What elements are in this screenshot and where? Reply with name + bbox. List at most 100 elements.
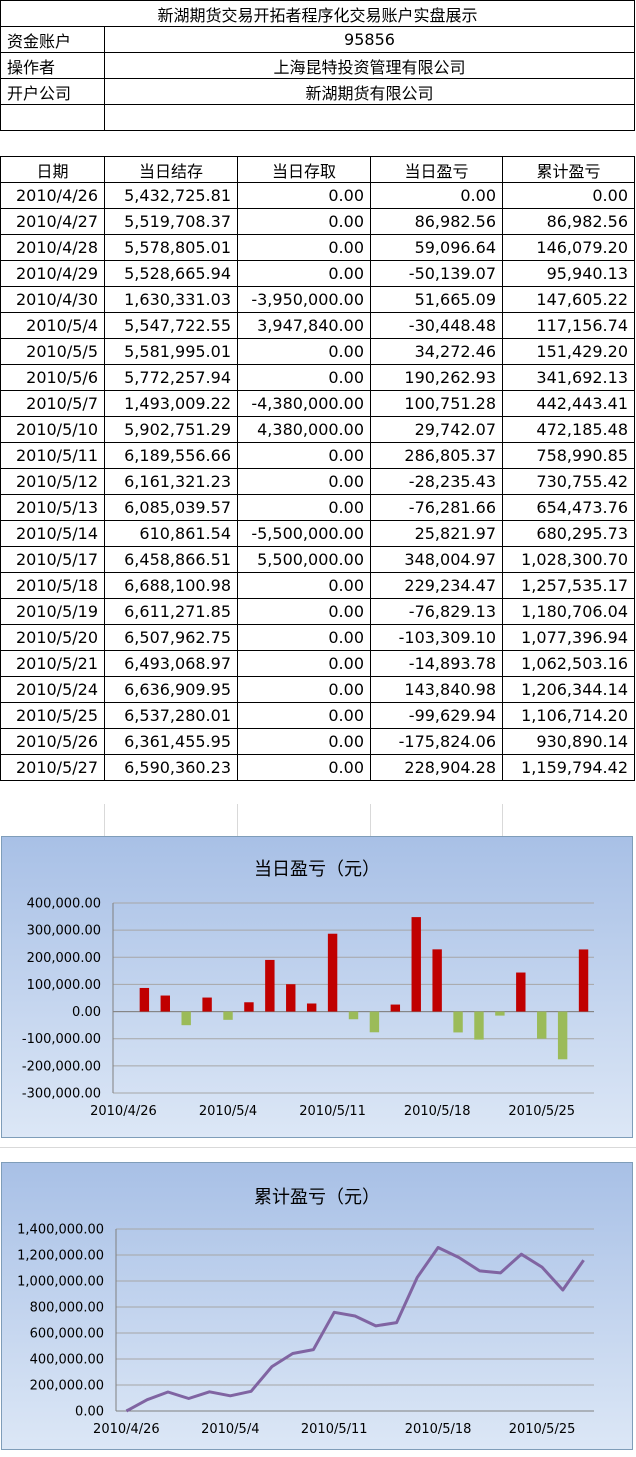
table-cell: 6,636,909.95 [104,676,238,703]
table-cell: 2010/5/5 [0,338,105,365]
table-row: 2010/5/18 6,688,100.98 0.00 229,234.47 1,257… [0,572,635,599]
y-tick-label: 100,000.00 [27,978,101,993]
table-cell: 5,528,665.94 [104,260,238,287]
table-cell: 5,578,805.01 [104,234,238,261]
table-cell: -5,500,000.00 [237,520,371,547]
column-header: 累计盈亏 [502,156,635,183]
y-tick-label: 1,200,000.00 [17,1249,104,1264]
column-header: 当日存取 [237,156,371,183]
sheet-gridline [104,804,105,836]
table-row: 2010/5/5 5,581,995.01 0.00 34,272.46 151,429… [0,338,635,365]
table-cell: 0.00 [237,728,371,755]
bar [557,1011,568,1060]
table-cell: -103,309.10 [370,624,503,651]
table-cell: 6,361,455.95 [104,728,238,755]
table-cell: 2010/4/28 [0,234,105,261]
table-cell: 1,062,503.16 [502,650,635,677]
table-cell: 51,665.09 [370,286,503,313]
table-cell: 86,982.56 [370,208,503,235]
table-cell: 2010/5/12 [0,468,105,495]
sheet-gridline [370,804,371,836]
table-cell: 95,940.13 [502,260,635,287]
table-cell: 3,947,840.00 [237,312,371,339]
x-tick-label: 2010/5/25 [509,1422,576,1437]
empty-label [0,104,105,131]
table-row: 2010/5/6 5,772,257.94 0.00 190,262.93 341,69… [0,364,635,391]
table-cell: 1,493,009.22 [104,390,238,417]
table-cell: 190,262.93 [370,364,503,391]
x-tick-label: 2010/5/11 [301,1422,368,1437]
table-cell: 100,751.28 [370,390,503,417]
bar [432,949,442,1012]
y-tick-label: -200,000.00 [22,1059,101,1074]
page-title: 新湖期货交易开拓者程序化交易账户实盘展示 [0,0,636,27]
bar [286,984,296,1012]
x-tick-label: 2010/5/4 [199,1104,257,1119]
table-cell: -14,893.78 [370,650,503,677]
table-cell: 6,590,360.23 [104,754,238,781]
y-tick-label: -300,000.00 [22,1087,101,1102]
account-value: 95856 [103,26,636,53]
table-row: 2010/5/24 6,636,909.95 0.00 143,840.98 1,206… [0,676,635,703]
table-cell: 151,429.20 [502,338,635,365]
chart-title: 累计盈亏（元） [254,1187,380,1208]
table-cell: 228,904.28 [370,754,503,781]
table-cell: 930,890.14 [502,728,635,755]
table-cell: 6,161,321.23 [104,468,238,495]
table-cell: 6,493,068.97 [104,650,238,677]
table-cell: 2010/4/29 [0,260,105,287]
y-tick-label: 200,000.00 [27,951,101,966]
table-cell: 2010/5/17 [0,546,105,573]
table-cell: -3,950,000.00 [237,286,371,313]
table-cell: 5,581,995.01 [104,338,238,365]
bar [516,972,526,1012]
empty-value [103,104,636,131]
table-cell: 2010/4/30 [0,286,105,313]
table-cell: 0.00 [237,442,371,469]
daily-pnl-table: 日期 当日结存 当日存取 当日盈亏 累计盈亏 2010/4/26 5,432,725.81 0… [0,156,635,781]
table-cell: 117,156.74 [502,312,635,339]
bar [453,1011,463,1033]
column-header: 当日盈亏 [370,156,503,183]
bar [223,1011,233,1020]
table-cell: 0.00 [237,650,371,677]
table-cell: 6,688,100.98 [104,572,238,599]
table-cell: 2010/5/18 [0,572,105,599]
bar [306,1003,317,1012]
x-tick-label: 2010/4/26 [93,1422,160,1437]
table-row: 2010/5/7 1,493,009.22 -4,380,000.00 100,751… [0,390,635,417]
table-cell: 0.00 [237,260,371,287]
table-cell: 2010/4/26 [0,182,105,209]
table-cell: 146,079.20 [502,234,635,261]
table-cell: 143,840.98 [370,676,503,703]
table-cell: 341,692.13 [502,364,635,391]
bar [578,949,589,1012]
table-cell: 2010/5/19 [0,598,105,625]
table-cell: 0.00 [237,598,371,625]
table-cell: 147,605.22 [502,286,635,313]
bar [495,1011,505,1016]
bar [474,1011,484,1040]
table-row: 2010/5/11 6,189,556.66 0.00 286,805.37 758,9… [0,442,635,469]
table-cell: 0.00 [237,494,371,521]
y-tick-label: 600,000.00 [30,1327,104,1342]
bar [244,1002,254,1012]
table-cell: -76,281.66 [370,494,503,521]
table-cell: 5,772,257.94 [104,364,238,391]
table-cell: 1,028,300.70 [502,546,635,573]
table-cell: 0.00 [237,182,371,209]
table-cell: 2010/5/6 [0,364,105,391]
table-cell: 5,519,708.37 [104,208,238,235]
account-label: 资金账户 [0,26,105,53]
table-cell: 29,742.07 [370,416,503,443]
bar [348,1011,359,1020]
table-cell: 59,096.64 [370,234,503,261]
table-cell: 286,805.37 [370,442,503,469]
table-cell: 0.00 [237,754,371,781]
x-tick-label: 2010/5/25 [508,1104,575,1119]
table-cell: 5,547,722.55 [104,312,238,339]
table-cell: 348,004.97 [370,546,503,573]
table-cell: 0.00 [237,702,371,729]
table-cell: 6,458,866.51 [104,546,238,573]
table-row: 2010/4/29 5,528,665.94 0.00 -50,139.07 95,94… [0,260,635,287]
